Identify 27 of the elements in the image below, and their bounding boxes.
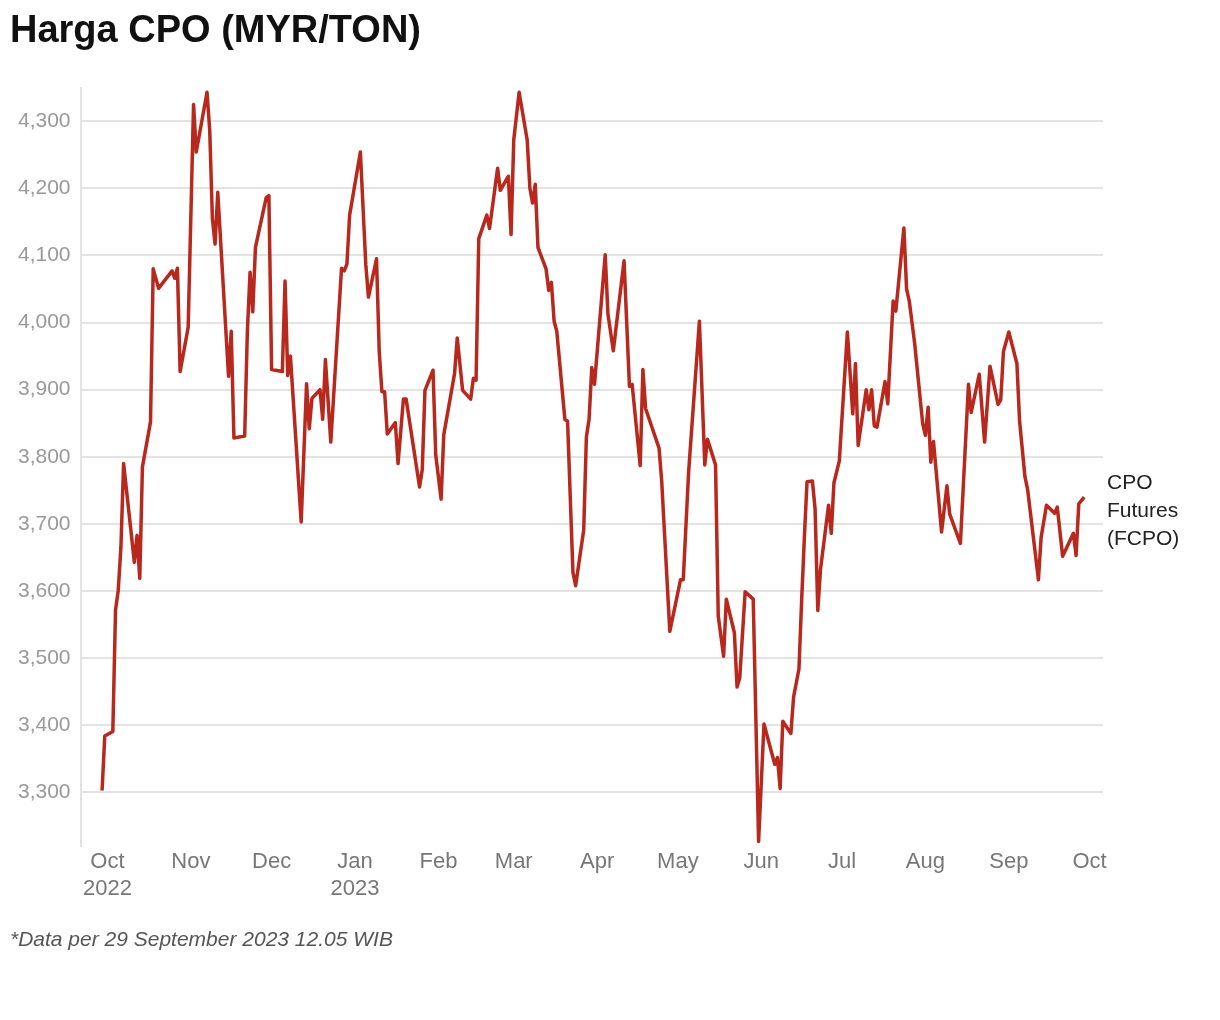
y-tick-label: 4,000	[17, 309, 71, 333]
x-tick-label: Sep	[989, 848, 1029, 874]
x-tick-label: Jun	[743, 848, 780, 874]
series-label: CPO Futures (FCPO)	[1107, 469, 1180, 549]
y-tick-label: 3,700	[17, 510, 71, 534]
x-tick-label: Feb	[419, 848, 458, 874]
x-tick-label: Jul	[827, 848, 857, 874]
y-tick-label: 4,200	[17, 175, 71, 199]
x-tick-label: Nov	[171, 848, 211, 874]
x-tick-label: Jan 2023	[330, 848, 380, 900]
y-tick-label: 3,500	[17, 645, 71, 669]
x-tick-label: May	[657, 848, 699, 874]
y-tick-label: 3,300	[17, 779, 71, 803]
chart-title: Harga CPO (MYR/TON)	[10, 8, 422, 51]
y-tick-label: 3,400	[17, 712, 71, 736]
x-tick-label: Dec	[252, 848, 292, 874]
x-tick-label: Apr	[580, 848, 615, 874]
text: *Data per 29 September 2023 12.05 WIB	[10, 927, 394, 951]
x-tick-label: Oct	[1072, 848, 1107, 874]
y-tick-label: 3,900	[17, 376, 71, 400]
x-tick-label: Aug	[905, 848, 945, 874]
y-tick-label: 3,800	[17, 443, 71, 467]
x-tick-label: Mar	[494, 848, 533, 874]
y-tick-label: 4,100	[17, 242, 71, 266]
x-tick-label: Oct 2022	[82, 848, 132, 900]
y-tick-label: 4,300	[17, 107, 71, 131]
y-tick-label: 3,600	[17, 577, 71, 601]
